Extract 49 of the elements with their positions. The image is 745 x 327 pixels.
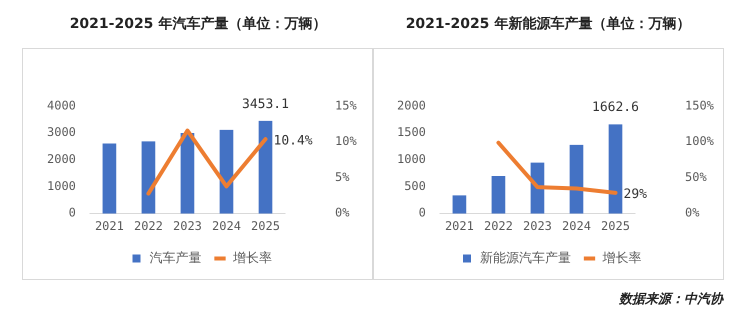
source-note: 数据来源：中汽协 — [619, 291, 723, 308]
y-tick-label: 0 — [418, 206, 426, 220]
bar — [258, 120, 272, 214]
legend-label: 新能源汽车产量 — [480, 250, 571, 266]
y2-tick-label: 100% — [685, 134, 715, 148]
x-tick-label: 2023 — [522, 218, 552, 233]
y2-tick-label: 10% — [335, 134, 358, 148]
y2-tick-label: 0% — [335, 206, 350, 220]
y-tick-label: 500 — [404, 178, 426, 193]
y2-tick-label: 50% — [685, 170, 708, 184]
x-tick-label: 2022 — [484, 218, 513, 233]
y-tick-label: 0 — [68, 206, 76, 220]
bar — [492, 176, 506, 214]
bar — [180, 133, 194, 214]
bar — [142, 141, 156, 214]
bar — [220, 130, 234, 214]
x-tick-label: 2022 — [134, 218, 163, 233]
chart-title: 2021-2025 年新能源车产量（单位：万辆） — [404, 14, 692, 34]
x-tick-label: 2021 — [444, 218, 474, 233]
x-tick-label: 2025 — [601, 218, 630, 233]
bar — [102, 144, 116, 214]
y-tick-label: 3000 — [46, 125, 76, 140]
x-tick-label: 2024 — [212, 218, 241, 233]
data-label: 10.4% — [273, 134, 313, 149]
chart-title: 2021-2025 年汽车产量（单位：万辆） — [68, 15, 328, 34]
bar — [608, 124, 622, 214]
x-tick-label: 2021 — [94, 218, 124, 233]
y2-tick-label: 150% — [685, 98, 715, 112]
y2-tick-label: 5% — [335, 170, 350, 184]
y-tick-label: 4000 — [46, 98, 76, 112]
bar — [570, 144, 584, 214]
data-label: 3453.1 — [242, 96, 289, 112]
y-tick-label: 2000 — [396, 98, 426, 112]
legend-label: 增长率 — [232, 250, 272, 266]
bar — [452, 195, 466, 214]
y2-tick-label: 15% — [335, 98, 358, 112]
x-tick-label: 2025 — [251, 218, 280, 233]
y-tick-label: 1000 — [46, 178, 76, 193]
y-tick-label: 1000 — [396, 152, 426, 166]
x-tick-label: 2023 — [172, 218, 202, 233]
data-label: 1662.6 — [592, 100, 639, 116]
data-label: 29% — [623, 187, 648, 202]
x-tick-label: 2024 — [562, 218, 591, 233]
bar — [530, 162, 544, 214]
y2-tick-label: 0% — [685, 206, 700, 220]
y-tick-label: 1500 — [396, 125, 426, 140]
y-tick-label: 2000 — [46, 152, 76, 166]
legend-label: 增长率 — [602, 250, 642, 266]
legend-label: 汽车产量 — [150, 250, 202, 266]
